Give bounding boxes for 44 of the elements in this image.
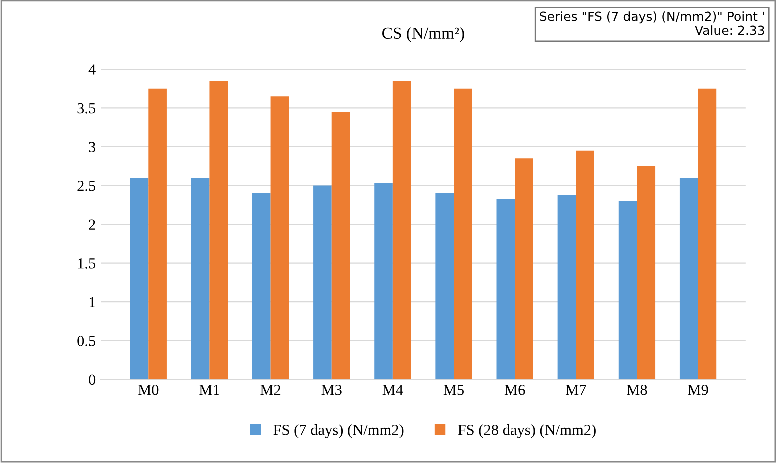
legend-label: FS (28 days) (N/mm2) [458, 424, 596, 438]
y-tick-label: 2 [89, 220, 96, 230]
bar [680, 178, 698, 380]
y-tick-label: 0.5 [78, 336, 96, 346]
bar [436, 194, 454, 380]
y-tick-label: 1 [90, 297, 96, 308]
x-tick-label: M0 [138, 384, 159, 396]
y-tick-label: 2.5 [78, 180, 96, 192]
bar [314, 186, 332, 380]
bar [618, 201, 638, 380]
x-tick-label: M1 [200, 385, 220, 396]
x-tick-label: M8 [627, 384, 648, 396]
x-tick-label: M6 [504, 385, 526, 396]
legend-label: FS (7 days) (N/mm2) [274, 424, 404, 438]
x-tick-label: M3 [322, 385, 342, 396]
y-tick-label: 4 [88, 64, 96, 75]
bar [210, 81, 228, 380]
bar [576, 150, 594, 380]
bar [558, 195, 576, 380]
y-tick-label: 0 [89, 374, 96, 386]
y-tick-label: 1.5 [78, 258, 96, 269]
x-tick-label: M5 [444, 385, 464, 396]
bar [515, 158, 534, 380]
bar [698, 88, 717, 380]
bar [374, 183, 393, 380]
bar [252, 194, 271, 380]
text: Value: 2.33 [695, 26, 764, 36]
bar [392, 81, 412, 380]
x-tick-label: M2 [260, 385, 281, 396]
bar [148, 88, 167, 380]
y-tick-label: 3.5 [78, 103, 96, 114]
bar [637, 166, 656, 380]
text: Series "FS (7 days) (N/mm2)" Point ' [540, 12, 764, 24]
chart-title: CS (N/mm²) [382, 27, 464, 42]
bar [332, 112, 350, 380]
bar [191, 178, 210, 380]
bar [270, 96, 290, 380]
x-tick-label: M7 [566, 385, 586, 396]
x-tick-label: M9 [688, 385, 708, 396]
bar [454, 88, 472, 380]
y-tick-label: 3 [89, 142, 96, 152]
x-tick-label: M4 [382, 385, 404, 396]
bar [496, 198, 516, 380]
bar [130, 178, 149, 380]
